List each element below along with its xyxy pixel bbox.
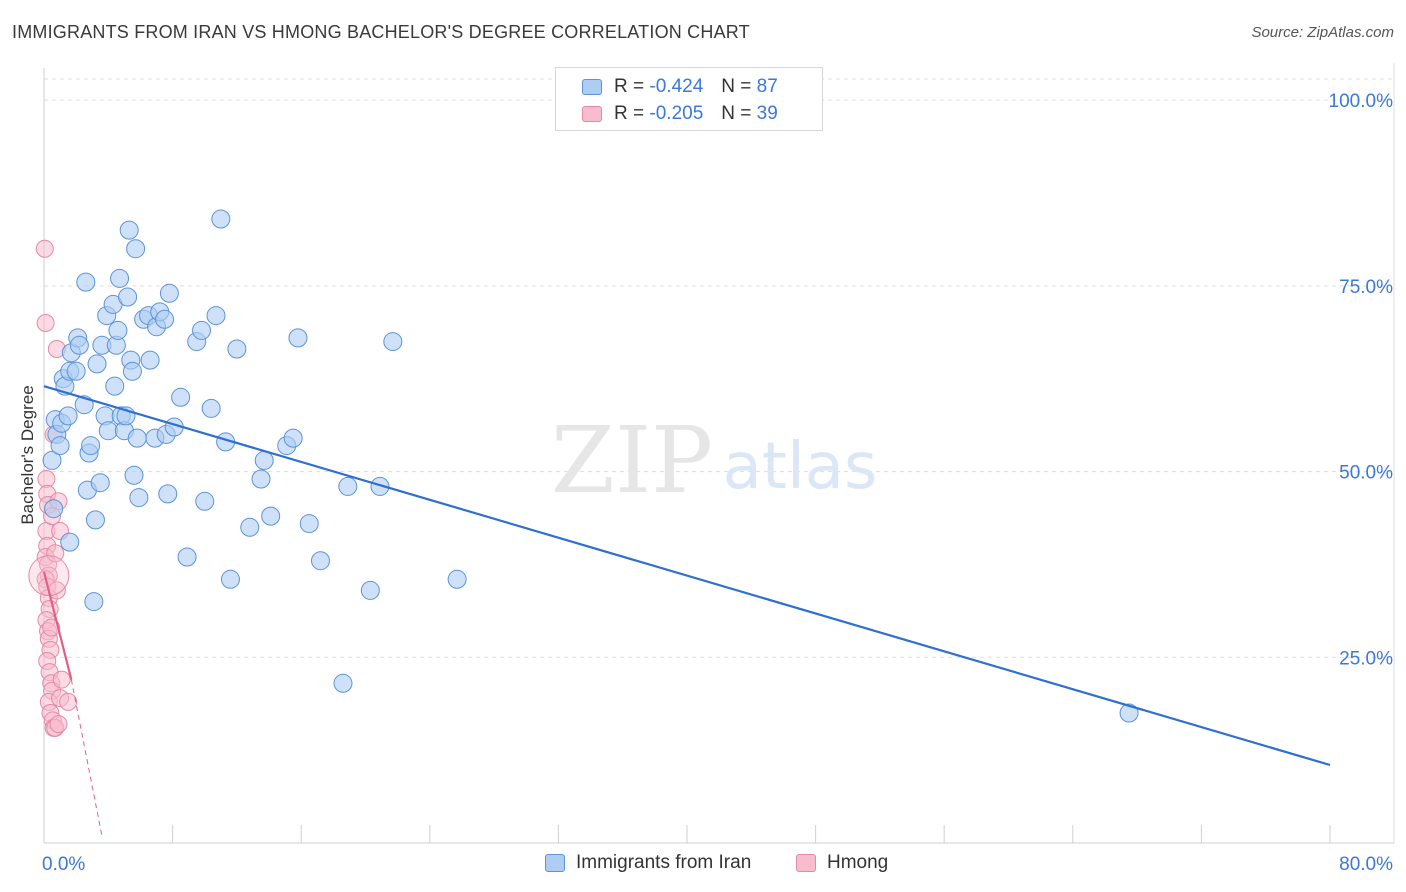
chart-source: Source: ZipAtlas.com xyxy=(1251,24,1394,41)
data-point-iran xyxy=(333,673,353,693)
data-point-iran xyxy=(124,465,144,485)
data-point-iran xyxy=(206,306,226,326)
data-point-iran xyxy=(227,339,247,359)
data-point-iran xyxy=(98,421,118,441)
data-point-iran xyxy=(90,473,110,493)
data-point-iran xyxy=(118,287,138,307)
legend-r-value: -0.205 xyxy=(649,103,704,124)
x-tick-label-max: 80.0% xyxy=(1339,854,1393,875)
data-point-iran xyxy=(60,532,80,552)
bottom-legend-swatch-iran xyxy=(545,854,565,872)
data-point-iran xyxy=(66,361,86,381)
data-point-iran xyxy=(195,491,215,511)
correlation-legend: R = -0.424 N = 87 R = -0.205 N = 39 xyxy=(555,67,823,131)
data-point-iran xyxy=(81,436,101,456)
data-point-iran xyxy=(288,328,308,348)
y-tick-label: 100.0% xyxy=(1329,91,1394,112)
data-point-iran xyxy=(338,476,358,496)
data-point-iran xyxy=(105,376,125,396)
data-point-iran xyxy=(87,354,107,374)
legend-r-label: R = xyxy=(614,76,645,97)
watermark-atlas: atlas xyxy=(723,430,878,504)
data-point-iran xyxy=(310,551,330,571)
data-point-iran xyxy=(84,592,104,612)
data-point-iran xyxy=(58,406,78,426)
data-point-iran xyxy=(158,484,178,504)
legend-n-value: 87 xyxy=(756,76,778,97)
watermark-zip: ZIP xyxy=(551,407,713,514)
data-point-hmong xyxy=(35,239,54,258)
axes xyxy=(43,63,1395,844)
data-point-iran xyxy=(119,220,139,240)
x-tick-label-min: 0.0% xyxy=(42,854,85,875)
legend-n-value: 39 xyxy=(756,103,778,124)
data-point-iran xyxy=(126,239,146,259)
data-point-iran xyxy=(140,350,160,370)
tick-labels: 25.0% 50.0% 75.0% 100.0% 0.0% 80.0% xyxy=(42,91,1393,875)
data-point-iran xyxy=(155,309,175,329)
data-point-iran xyxy=(299,514,319,534)
data-point-iran xyxy=(44,499,64,519)
legend-row-hmong: R = -0.205 N = 39 xyxy=(582,102,778,126)
legend-r-value: -0.424 xyxy=(649,76,704,97)
trend-line-iran xyxy=(43,385,1331,767)
data-point-iran xyxy=(201,398,221,418)
data-point-iran xyxy=(159,283,179,303)
chart-title: IMMIGRANTS FROM IRAN VS HMONG BACHELOR'S… xyxy=(12,22,750,42)
watermark: ZIP atlas xyxy=(551,407,877,514)
y-tick-label: 25.0% xyxy=(1339,648,1393,669)
data-point-iran xyxy=(50,436,70,456)
data-point-hmong xyxy=(46,544,65,563)
data-point-iran xyxy=(211,209,231,229)
bottom-legend-hmong: Hmong xyxy=(796,852,888,874)
legend-swatch-hmong xyxy=(582,106,602,122)
data-point-iran xyxy=(127,428,147,448)
data-point-hmong xyxy=(49,715,68,734)
data-point-hmong xyxy=(52,670,71,689)
legend-n-label: N = xyxy=(721,76,752,97)
data-point-iran xyxy=(177,547,197,567)
trend-lines xyxy=(42,385,1331,836)
legend-r-label: R = xyxy=(614,103,645,124)
bottom-legend-iran: Immigrants from Iran xyxy=(545,852,751,874)
data-point-iran xyxy=(254,450,274,470)
data-point-iran xyxy=(220,569,240,589)
data-point-iran xyxy=(69,335,89,355)
bottom-legend-label-iran: Immigrants from Iran xyxy=(576,852,752,873)
trend-line-hmong xyxy=(42,571,73,680)
data-point-iran xyxy=(76,272,96,292)
gridlines xyxy=(44,78,1394,658)
y-axis-label: Bachelor's Degree xyxy=(18,385,37,524)
bottom-legend-swatch-hmong xyxy=(796,854,816,872)
data-point-iran xyxy=(192,320,212,340)
data-point-iran xyxy=(447,569,467,589)
y-tick-label: 75.0% xyxy=(1339,277,1393,298)
iran-points xyxy=(42,209,1139,723)
legend-swatch-iran xyxy=(582,79,602,95)
data-point-iran xyxy=(1119,703,1139,723)
data-point-iran xyxy=(251,469,271,489)
bottom-legend-label-hmong: Hmong xyxy=(827,852,889,873)
data-point-hmong xyxy=(59,692,78,711)
data-point-iran xyxy=(171,387,191,407)
data-point-iran xyxy=(85,510,105,530)
legend-row-iran: R = -0.424 N = 87 xyxy=(582,75,778,99)
data-point-iran xyxy=(108,320,128,340)
y-tick-label: 50.0% xyxy=(1339,463,1393,484)
data-point-iran xyxy=(360,580,380,600)
data-point-iran xyxy=(383,332,403,352)
data-point-hmong-large xyxy=(28,555,70,597)
data-point-iran xyxy=(370,476,390,496)
data-point-iran xyxy=(122,361,142,381)
data-point-iran xyxy=(283,428,303,448)
data-point-iran xyxy=(240,517,260,537)
data-point-iran xyxy=(42,450,62,470)
data-point-iran xyxy=(110,268,130,288)
data-point-hmong xyxy=(36,314,55,332)
data-point-iran xyxy=(261,506,281,526)
data-point-iran xyxy=(129,488,149,508)
data-point-hmong xyxy=(42,618,61,637)
legend-n-label: N = xyxy=(721,103,752,124)
